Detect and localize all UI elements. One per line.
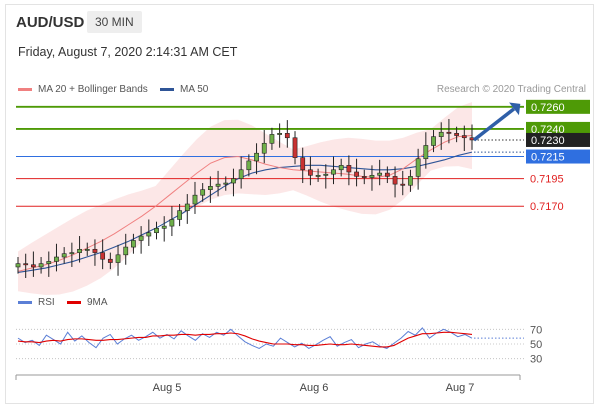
candle-body [354,171,359,177]
legend-rsi9: 9MA [67,297,108,308]
level-tag-0.7260: 0.7260 [531,102,565,114]
candle-body [223,182,229,185]
x-tick-label: Aug 6 [300,382,329,394]
candle-body [431,136,436,146]
candle-body [177,210,182,220]
legend-ma20-label: MA 20 + Bollinger Bands [38,84,148,95]
candle-body [154,228,159,234]
x-tick-label: Aug 7 [446,382,475,394]
candle-body [277,133,283,135]
rsi-line [17,327,473,349]
candle-body [192,194,198,205]
candle-body [215,183,221,187]
ma50-line [17,151,473,274]
candle-body [315,175,321,177]
candle-body [161,225,167,229]
level-label-0.7195: 0.7195 [530,174,564,186]
candle-body [369,175,375,178]
rsi-swatch [18,301,32,304]
level-tag-bg-0.7215 [526,149,590,164]
candle-body [184,203,190,211]
candle-body [446,131,452,134]
rsi9-swatch [67,301,81,304]
candle-body [331,169,336,175]
candle-body [254,152,259,162]
candle-body [84,248,90,251]
candle-body [115,254,121,263]
bollinger-band [18,101,472,295]
candle-body [269,134,275,144]
symbol-title: AUD/USD [16,14,85,31]
candle-body [415,158,421,177]
candle-body [207,186,213,190]
legend-ma50: MA 50 [160,84,208,95]
candle-body [392,176,398,185]
candle-body [461,135,467,139]
candle-body [300,157,306,171]
candle-body [377,172,383,176]
candle-body [308,169,313,176]
level-tag-bg-0.7240 [526,121,590,136]
level-tag-0.7215: 0.7215 [531,152,565,164]
legend-rsi-label: RSI [38,297,55,308]
legend-rsi9-label: 9MA [87,297,108,308]
legend-ma50-label: MA 50 [180,84,209,95]
level-tag-bg-0.7260 [526,99,590,114]
candle-body [284,133,290,139]
candle-body [31,264,36,268]
candle-body [438,131,444,137]
datetime-label: Friday, August 7, 2020 2:14:31 AM CET [18,45,238,59]
candle-body [346,165,352,173]
ma50-swatch [160,88,174,91]
candle-body [384,172,390,177]
legend-rsi: RSI [18,297,55,308]
level-tag-bg-0.7230 [526,132,590,147]
candle-body [69,252,75,255]
candle-body [92,248,98,253]
candle-body [15,263,21,268]
x-tick-label: Aug 5 [153,382,182,394]
candle-body [61,253,67,258]
candle-body [123,246,129,256]
candle-body [231,178,236,184]
candle-body [400,183,406,186]
candle-body [38,263,44,268]
rsi-tick-30: 30 [530,354,542,366]
candle-body [46,261,52,264]
candle-body [261,142,267,154]
forecast-arrow-shaft [472,107,516,142]
candle-body [423,145,429,160]
candle-body [200,189,206,196]
candle-body [131,240,136,248]
candle-body [23,263,29,266]
candle-body [107,258,113,263]
rsi-9ma-line [17,331,473,348]
level-tag-0.7240: 0.7240 [531,124,565,136]
ma20-line [17,135,473,272]
candle-body [100,252,106,260]
candle-body [408,176,413,186]
candle-body [338,165,344,171]
candle-body [454,133,459,136]
candle-body [169,219,175,227]
interval-badge[interactable]: 30 MIN [87,11,142,33]
rsi-tick-50: 50 [530,339,542,351]
candle-body [54,256,59,262]
ma20-swatch [18,88,32,91]
candle-body [77,248,82,253]
level-label-0.7170: 0.7170 [530,201,564,213]
rsi-tick-70: 70 [530,324,542,336]
candle-body [292,137,298,158]
forecast-arrow-head [509,102,521,116]
legend-ma20: MA 20 + Bollinger Bands [18,84,148,95]
candle-body [361,176,367,178]
level-tag-0.7230: 0.7230 [531,135,565,147]
candle-body [146,232,152,237]
candle-body [138,235,144,241]
candle-body [238,169,244,179]
candle-body [246,160,252,171]
credit-text: Research © 2020 Trading Central [436,84,586,95]
candle-body [323,173,329,176]
